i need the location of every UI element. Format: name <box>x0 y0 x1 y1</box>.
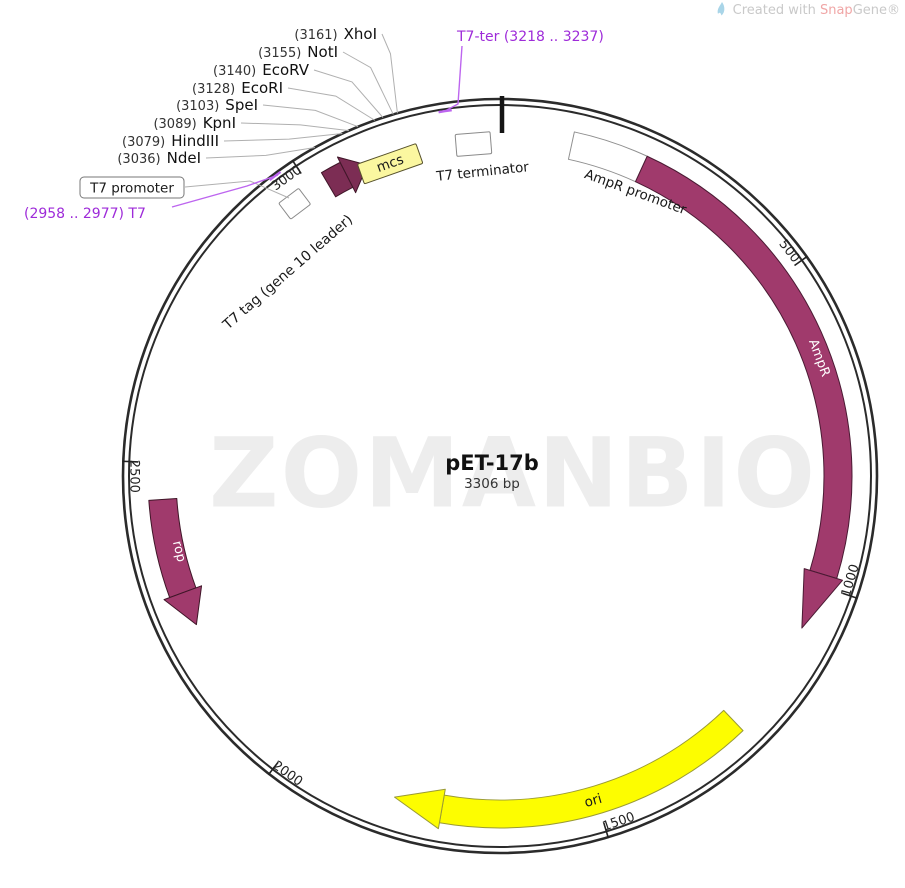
tick-2000 <box>267 761 279 776</box>
plasmid-size: 3306 bp <box>464 476 520 492</box>
t7-terminator-label[interactable]: T7 terminator <box>435 159 530 185</box>
feature-box-t7-terminator-box[interactable] <box>454 131 493 157</box>
snapgene-credit: Created with SnapGene® <box>715 2 900 18</box>
tick-2500 <box>122 460 139 463</box>
region-leader-t7-region <box>171 174 279 208</box>
enzyme-site-ecori[interactable]: (3128) EcoRI <box>192 79 283 97</box>
watermark: ZOMANBIO <box>209 417 817 530</box>
enzyme-leader-xhoi <box>381 33 398 114</box>
region-label-t7-region[interactable]: (2958 .. 2977) T7 <box>24 206 146 222</box>
region-label-t7-ter-region[interactable]: T7-ter (3218 .. 3237) <box>456 29 604 45</box>
feature-box-mcs[interactable]: mcs <box>357 143 423 185</box>
feature-label-ori[interactable]: ori <box>583 791 604 811</box>
plasmid-title-block: pET-17b 3306 bp <box>445 451 539 492</box>
feature-box-t7-promoter-box[interactable] <box>278 188 311 220</box>
feature-ori[interactable] <box>438 709 744 829</box>
feature-ampr-arrowhead <box>801 568 843 629</box>
enzyme-leader-hindiii <box>223 133 343 142</box>
t7-terminator-box-rect <box>454 131 493 157</box>
tick-label-1500: 1500 <box>601 810 637 835</box>
enzyme-leader-ndei <box>205 147 316 159</box>
plasmid-name: pET-17b <box>445 451 539 475</box>
enzyme-leader-ecorv <box>313 69 384 118</box>
enzyme-site-noti[interactable]: (3155) NotI <box>258 43 338 61</box>
credit-text: Created with <box>732 2 816 18</box>
enzyme-site-ecorv[interactable]: (3140) EcoRV <box>213 61 310 79</box>
enzyme-leader-ecori <box>287 87 376 121</box>
enzyme-site-xhoi[interactable]: (3161) XhoI <box>294 25 377 43</box>
credit-brand-gene: Gene® <box>852 2 900 18</box>
t7-tag-label[interactable]: T7 tag (gene 10 leader) <box>219 212 356 334</box>
mcs-rect <box>357 143 423 185</box>
feature-ori-arrowhead <box>394 788 446 830</box>
t7-promoter-box-rect <box>278 188 311 220</box>
t7-promoter-label-text: T7 promoter <box>89 181 174 197</box>
tick-label-2500: 2500 <box>126 460 141 493</box>
enzyme-leader-noti <box>342 51 394 115</box>
enzyme-leader-kpni <box>240 122 349 132</box>
feature-rop-arrowhead <box>163 585 203 626</box>
enzyme-site-ndei[interactable]: (3036) NdeI <box>117 149 201 167</box>
region-leader-t7-ter-region <box>444 45 463 112</box>
tick-1500 <box>603 822 610 839</box>
credit-brand-snap: Snap <box>819 2 853 18</box>
tick-label-2000: 2000 <box>270 758 306 789</box>
t7-promoter-label[interactable]: T7 promoter <box>79 176 185 199</box>
t7-promoter-label-leader <box>184 180 290 199</box>
snapgene-logo-icon <box>717 2 725 16</box>
enzyme-site-hindiii[interactable]: (3079) HindIII <box>122 132 219 150</box>
enzyme-leader-spei <box>262 104 359 128</box>
tick-3000 <box>291 159 302 174</box>
enzyme-site-kpni[interactable]: (3089) KpnI <box>153 114 236 132</box>
enzyme-site-spei[interactable]: (3103) SpeI <box>176 96 258 114</box>
tick-1000 <box>842 592 858 600</box>
feature-label-rop[interactable]: rop <box>169 539 188 563</box>
t7-promoter-label-box <box>79 176 185 199</box>
tick-500 <box>794 255 808 267</box>
feature-rop[interactable] <box>148 497 197 599</box>
